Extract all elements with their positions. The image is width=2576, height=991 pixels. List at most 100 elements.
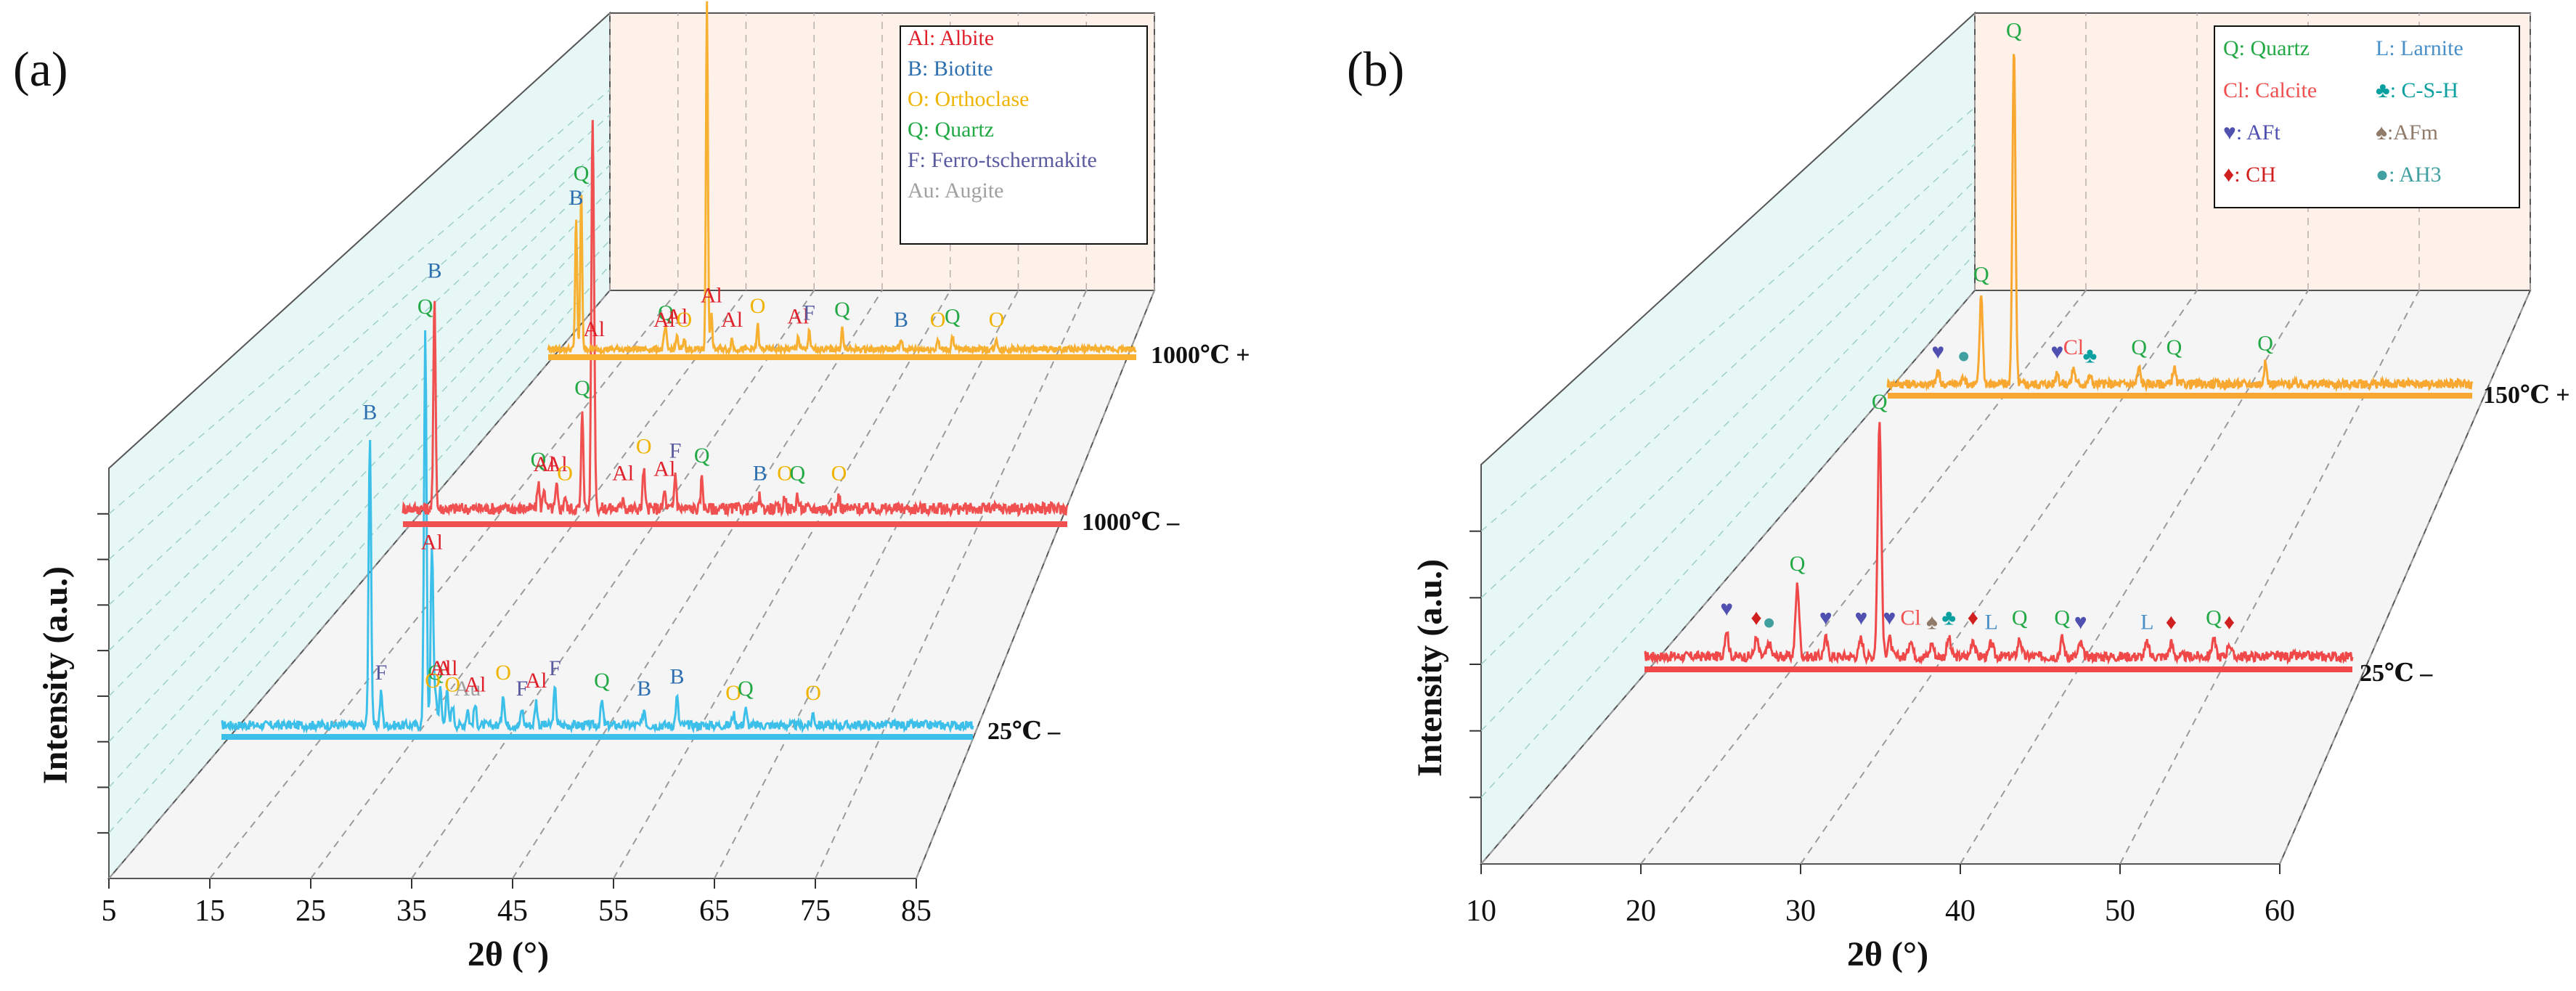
peak-label-0-16: L	[2140, 611, 2153, 635]
grid-line-wall	[1480, 143, 1976, 598]
peak-label-2-5: O	[676, 308, 692, 332]
x-tick-label-20: 20	[1626, 894, 1656, 928]
legend-entry-1: L: Larnite	[2376, 36, 2463, 60]
grid-line-floor-65	[714, 290, 1019, 879]
peak-label-1-2: Q	[531, 448, 547, 472]
peak-label-1-15: Q	[789, 462, 805, 486]
peak-label-0-1: F	[375, 661, 388, 685]
x-tick-label-60: 60	[2265, 894, 2295, 928]
grid-line-wall	[108, 264, 611, 833]
legend-entry-5: Au: Augite	[908, 179, 1004, 203]
panel-b-y-ticks	[1470, 530, 1481, 799]
grid-line-wall	[1480, 216, 1976, 732]
peak-label-0-4: Al	[429, 656, 451, 680]
peak-label-1-1: ●	[1957, 343, 1970, 367]
panel-b-series-labels: 25℃ – 150℃ +	[2360, 382, 2570, 687]
peak-label-1-12: Q	[694, 444, 710, 468]
peak-label-1-11: F	[669, 439, 682, 463]
peak-label-1-9: O	[636, 434, 652, 458]
peak-label-0-5: ♥	[1854, 605, 1867, 629]
peak-label-1-3: Q	[2006, 18, 2022, 42]
peak-label-1-2: Q	[1973, 262, 1989, 286]
peak-label-0-13: Q	[2012, 605, 2028, 629]
peak-label-1-16: O	[831, 462, 847, 486]
peak-label-0-10: ♣	[1941, 605, 1956, 629]
peak-label-2-10: Al	[787, 304, 809, 328]
peak-label-0-11: O	[495, 661, 511, 685]
peak-label-0-9: ♠	[1926, 611, 1938, 635]
grid-line-floor-20	[1640, 290, 2087, 865]
series-line-1	[402, 120, 1069, 518]
peak-label-0-5: Al	[436, 656, 458, 680]
legend-entry-1: B: Biotite	[908, 57, 993, 81]
legend-entry-0: Q: Quartz	[2223, 36, 2310, 60]
peak-label-0-8: Cl	[1900, 605, 1920, 629]
peak-label-1-3: Al	[533, 452, 555, 476]
legend-entry-7: ●: AH3	[2376, 163, 2442, 187]
peak-label-2-8: Al	[721, 308, 743, 332]
x-tick-label-75: 75	[800, 894, 831, 928]
peak-label-1-5: O	[557, 462, 573, 486]
peak-label-2-4: Al	[666, 304, 688, 328]
panel-b-y-axis-label: Intensity (a.u.)	[1411, 559, 1449, 777]
series-line-1	[1886, 54, 2474, 393]
peak-label-0-6: O	[444, 673, 460, 697]
x-tick-label-55: 55	[598, 894, 629, 928]
peak-label-0-6: Q	[1872, 390, 1888, 414]
peak-label-0-1: ♦	[1750, 605, 1761, 629]
peak-label-2-15: Q	[945, 304, 961, 328]
peak-label-1-10: Al	[653, 457, 675, 481]
peak-label-2-9: O	[750, 294, 766, 318]
panel-a-y-axis-label: Intensity (a.u.)	[36, 566, 75, 784]
peak-label-2-1: Q	[574, 162, 590, 186]
peak-label-0-18: O	[725, 681, 741, 705]
grid-line-wall	[1480, 180, 1976, 665]
peak-label-1-7: Q	[2131, 335, 2147, 359]
peak-label-0-12: F	[516, 677, 529, 701]
panel-a-legend: Al: Albite B: Biotite O: Orthoclase Q: Quar…	[900, 25, 1148, 245]
peak-label-1-13: B	[753, 462, 767, 486]
legend-entry-5: ♠:AFm	[2376, 121, 2438, 144]
peak-label-0-3: Q	[1790, 552, 1806, 576]
series-line-0	[221, 330, 974, 734]
grid-line-floor-30	[1800, 290, 2198, 865]
peak-label-0-19: ♦	[2224, 611, 2235, 635]
grid-line-wall	[1480, 253, 1976, 798]
peak-label-1-0: Q	[574, 376, 590, 400]
grid-line-floor-5	[108, 290, 611, 879]
panel-b: (b) ♥ ♦ ●Q♥ ♥Q♥ Cl ♠ ♣ ♦ L Q Q ♥ L ♦ Q ♦♥ ●QQ♥ Cl♣ Q Q Q 10 2…	[1347, 11, 2570, 974]
grid-line-floor-75	[815, 290, 1088, 879]
peak-label-1-8: Al	[612, 462, 634, 486]
grid-line-floor-55	[613, 290, 951, 879]
series-label-1: 150℃ +	[2483, 382, 2570, 409]
grid-line-floor-45	[512, 290, 883, 879]
legend-entry-4: F: Ferro-tschermakite	[908, 148, 1097, 172]
peak-label-2-16: O	[989, 308, 1005, 332]
x-tick-label-30: 30	[1785, 894, 1816, 928]
peak-label-1-8: Q	[2167, 335, 2182, 359]
peak-label-0-19: Q	[738, 677, 754, 701]
grid-line-wall	[108, 164, 611, 651]
panel-b-series: ♥ ♦ ●Q♥ ♥Q♥ Cl ♠ ♣ ♦ L Q Q ♥ L ♦ Q ♦♥ ●QQ♥ Cl♣ Q Q Q	[1644, 18, 2474, 672]
series-label-1: 1000℃ –	[1082, 509, 1180, 536]
panel-a-legend-box	[900, 25, 1148, 245]
peak-label-0-0: ♥	[1720, 597, 1733, 621]
peak-label-0-7: ♥	[1883, 605, 1896, 629]
peak-label-1-14: O	[777, 462, 793, 486]
panel-b-legend: Q: Quartz L: Larnite Cl: Calcite ♣: C-S-H ♥:…	[2214, 25, 2520, 208]
peak-label-0-18: Q	[2206, 605, 2222, 629]
peak-label-1-6: ♣	[2083, 343, 2098, 367]
x-tick-label-65: 65	[699, 894, 730, 928]
x-tick-label-50: 50	[2105, 894, 2135, 928]
peak-label-0-16: B	[637, 677, 651, 701]
series-line-0	[1644, 422, 2354, 666]
panel-b-legend-box	[2214, 25, 2520, 208]
legend-entry-3: ♣: C-S-H	[2376, 78, 2458, 102]
grid-line-floor-25	[310, 290, 747, 879]
peak-label-0-0: B	[362, 400, 377, 424]
peak-label-1-5: Cl	[2063, 335, 2084, 359]
peak-label-0-11: ♦	[1968, 605, 1978, 629]
peak-label-0-17: B	[669, 664, 684, 688]
